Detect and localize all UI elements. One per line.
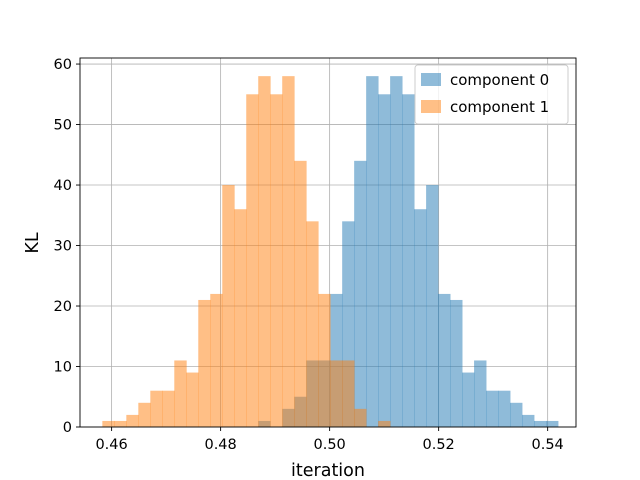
legend-box (414, 64, 569, 125)
x-axis-label: iteration (291, 461, 365, 480)
histogram-bar-series-1 (102, 420, 115, 427)
histogram-bar-series-1 (174, 360, 187, 427)
legend-label-0: component 0 (450, 71, 549, 89)
histogram-bar-series-1 (126, 414, 139, 427)
histogram-bar-series-0 (534, 420, 547, 427)
histogram-bar-series-1 (342, 360, 355, 427)
histogram-bar-series-0 (438, 293, 451, 427)
y-tick-label: 0 (63, 420, 72, 436)
legend-label-1: component 1 (450, 98, 549, 116)
legend: component 0 component 1 (414, 64, 569, 125)
y-tick-label: 40 (54, 178, 72, 194)
histogram-bar-series-1 (330, 360, 343, 427)
axis-ticks: 0.46 0.48 0.50 0.52 0.54 0 10 20 30 40 50 60 (54, 57, 564, 453)
x-tick-label: 0.46 (95, 437, 127, 453)
histogram-bar-series-0 (498, 390, 511, 427)
x-tick-label: 0.48 (204, 437, 236, 453)
x-tick-label: 0.50 (313, 437, 345, 453)
histogram-bar-series-1 (354, 408, 367, 427)
y-axis-label: KL (23, 232, 43, 253)
histogram-bar-series-0 (390, 76, 403, 428)
histogram-bar-series-0 (450, 299, 463, 427)
x-tick-label: 0.54 (532, 437, 564, 453)
histogram-bar-series-0 (378, 94, 391, 428)
histogram-bar-series-0 (414, 209, 427, 427)
histogram-bar-series-1 (318, 293, 331, 427)
histogram-bar-series-0 (366, 76, 379, 428)
histogram-bar-series-1 (138, 402, 151, 427)
histogram-bar-series-1 (150, 390, 163, 427)
histogram-bar-series-1 (186, 372, 199, 427)
grid-lines (80, 58, 576, 428)
histogram-bar-series-0 (510, 402, 523, 427)
y-tick-label: 10 (54, 360, 72, 376)
x-tick-label: 0.52 (422, 437, 454, 453)
legend-swatch-0 (421, 73, 441, 86)
histogram-bar-series-0 (522, 414, 535, 427)
histogram-bar-series-0 (426, 185, 439, 427)
histogram-bar-series-0 (474, 360, 487, 427)
histogram-bar-series-1 (234, 209, 247, 427)
histogram-bar-series-1 (114, 420, 127, 427)
histogram-bar-series-1 (306, 221, 319, 427)
histogram-bar-series-0 (486, 390, 499, 427)
histogram-bar-series-1 (282, 76, 295, 428)
histogram-bar-series-1 (198, 299, 211, 427)
y-tick-label: 20 (54, 299, 72, 315)
histogram-bar-series-1 (294, 160, 307, 427)
histogram-bar-series-1 (210, 293, 223, 427)
histogram-bar-series-1 (246, 94, 259, 428)
legend-swatch-1 (421, 100, 441, 113)
histogram-bar-series-1 (378, 420, 391, 427)
y-tick-label: 30 (54, 239, 72, 255)
plot-frame (79, 57, 577, 428)
histogram-bar-series-1 (222, 185, 235, 427)
histogram-bar-series-0 (462, 372, 475, 427)
histogram-bar-series-1 (270, 94, 283, 428)
y-tick-label: 50 (54, 118, 72, 134)
histogram-bar-series-1 (258, 76, 271, 428)
histogram-bar-series-0 (354, 160, 367, 427)
histogram-bars (102, 76, 559, 428)
y-tick-label: 60 (54, 57, 72, 73)
histogram-bar-series-0 (546, 420, 559, 427)
histogram-bar-series-1 (162, 390, 175, 427)
histogram-bar-series-0 (402, 94, 415, 428)
